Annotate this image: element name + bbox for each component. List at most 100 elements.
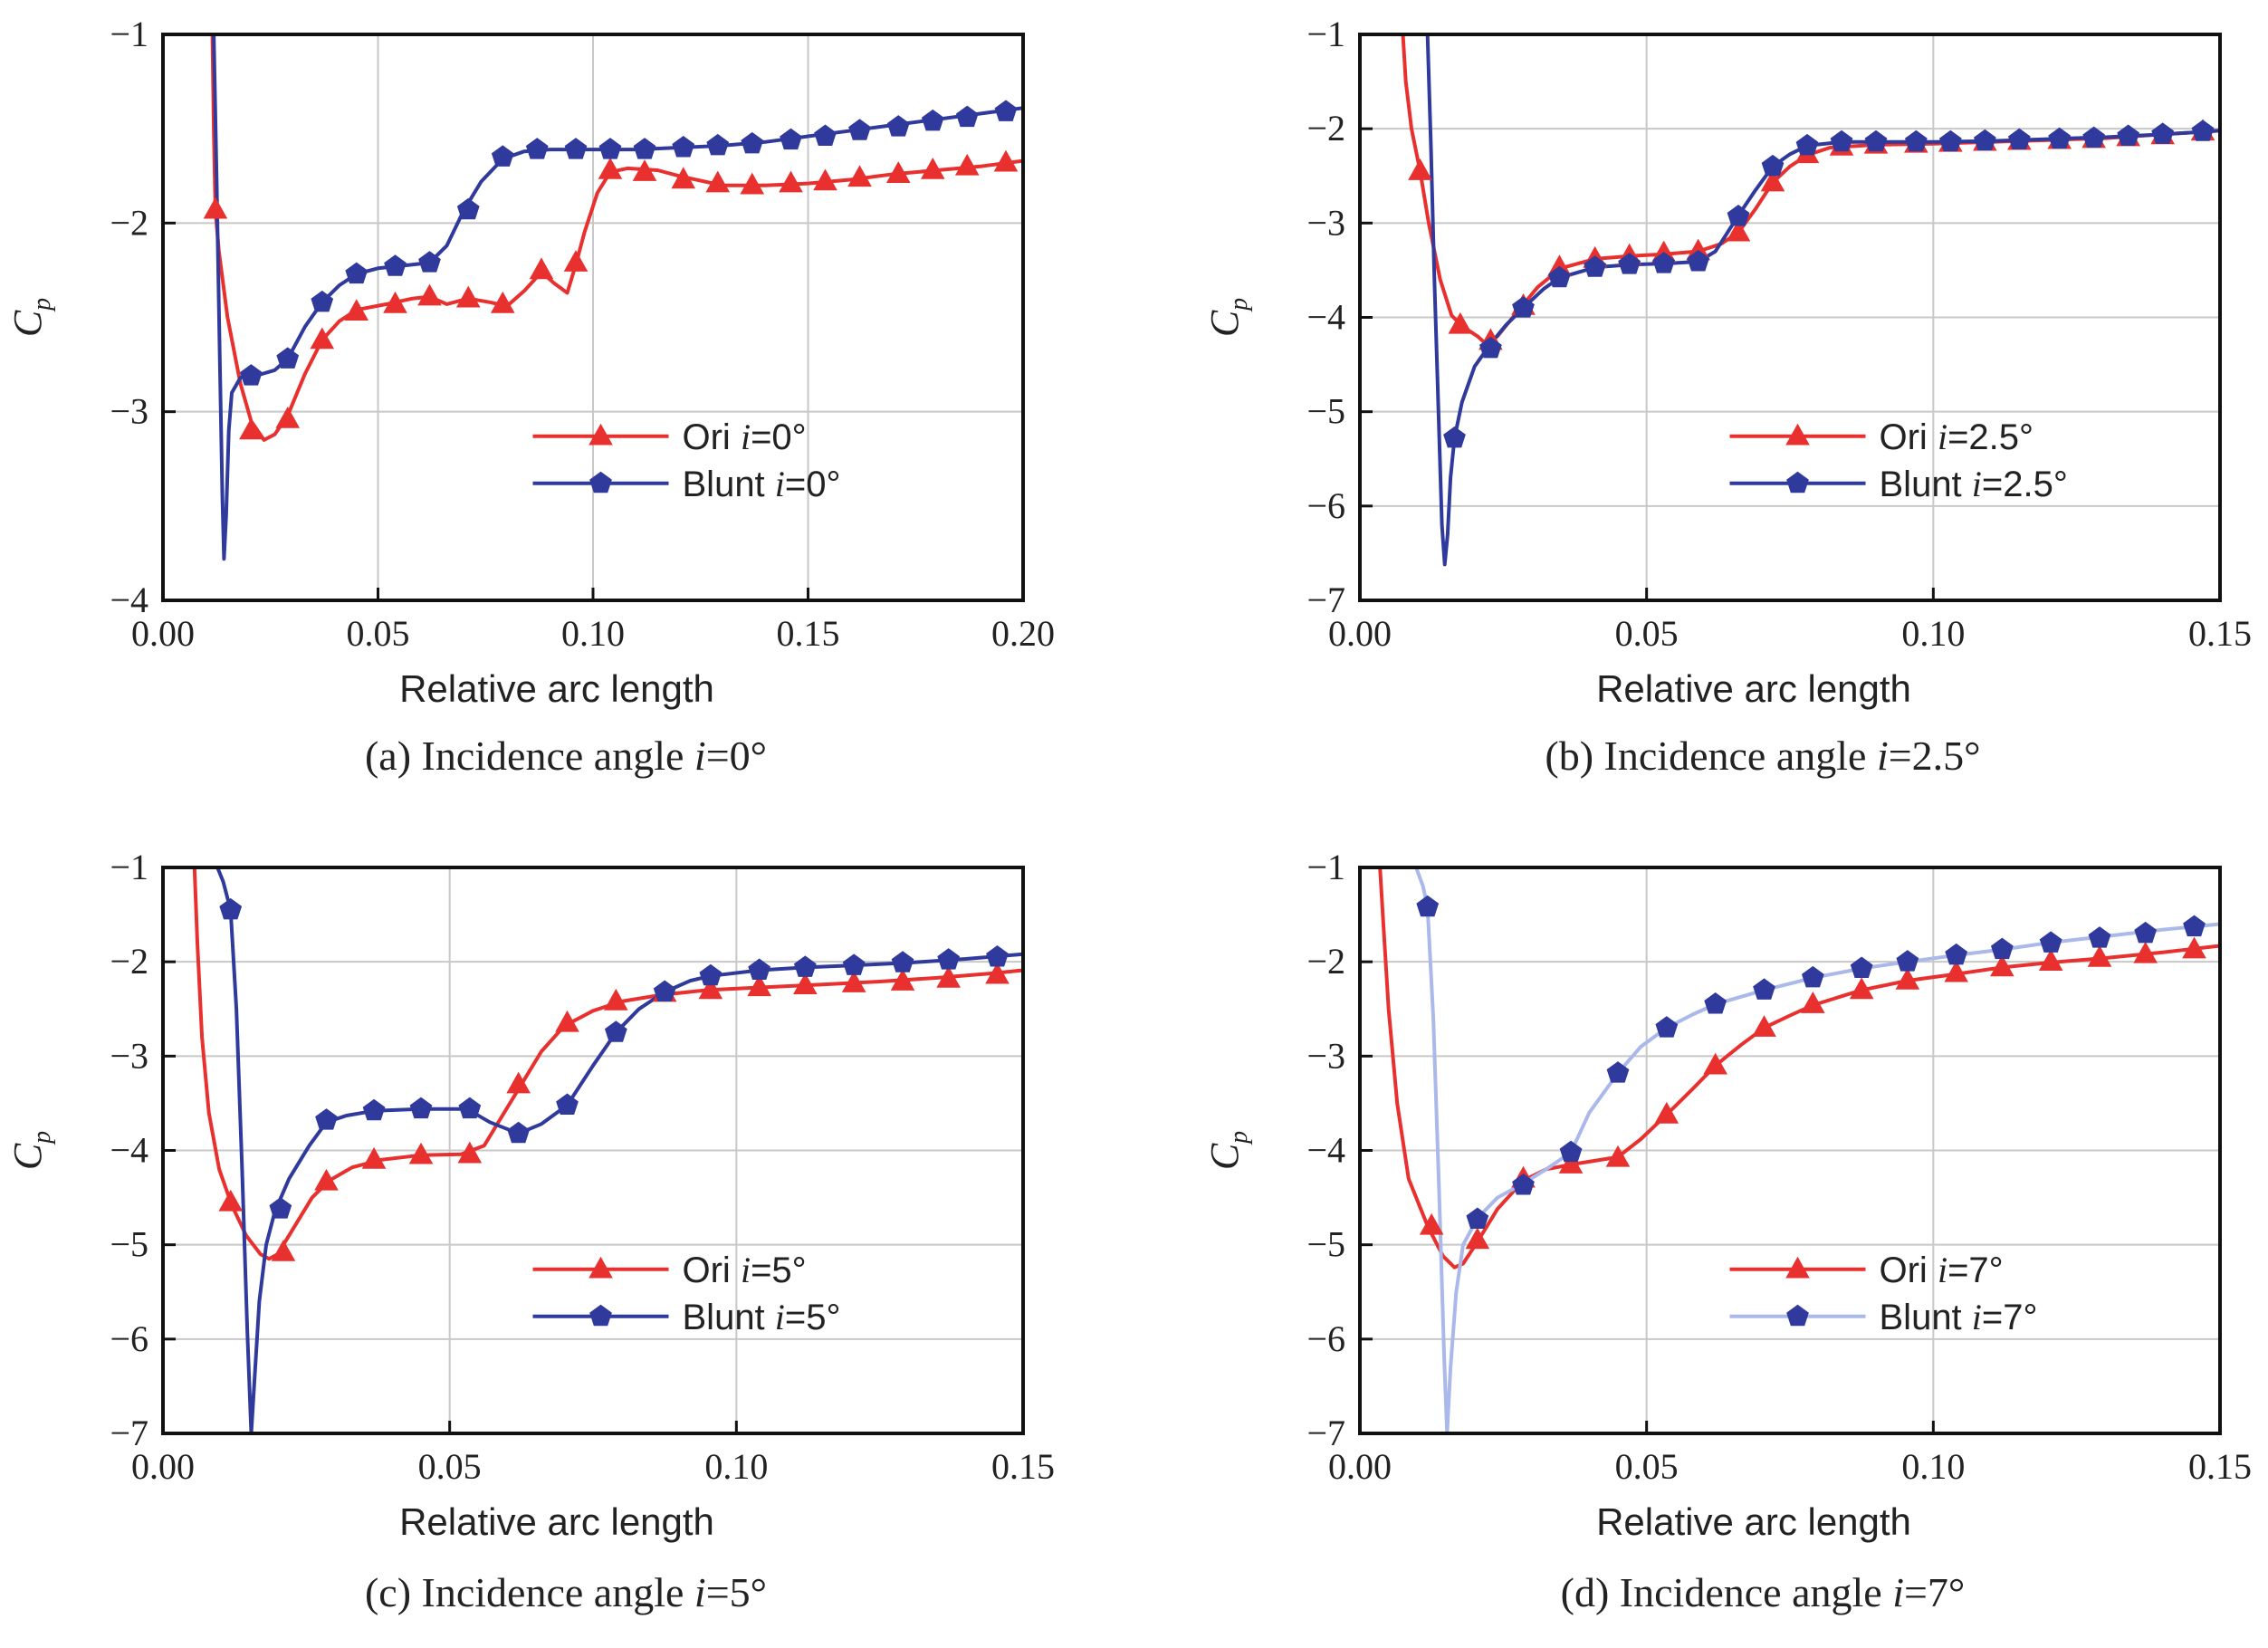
caption: (c) Incidence angle i=5° bbox=[0, 1568, 1132, 1616]
series-line bbox=[192, 867, 1023, 1261]
y-tick-label: −7 bbox=[1306, 1413, 1345, 1453]
data-point-pentagon bbox=[1466, 1207, 1489, 1230]
data-point-triangle bbox=[1465, 1227, 1490, 1250]
legend-label-prefix: Blunt bbox=[683, 465, 775, 504]
data-point-triangle bbox=[813, 168, 837, 191]
data-point-triangle bbox=[793, 973, 818, 995]
plot-area bbox=[1401, 34, 2220, 567]
data-point-triangle bbox=[2087, 945, 2112, 967]
data-point-pentagon bbox=[458, 1097, 482, 1119]
x-tick-label: 0.10 bbox=[561, 613, 625, 654]
legend-label-var: i bbox=[1938, 1250, 1947, 1290]
data-point-pentagon bbox=[1512, 1174, 1535, 1195]
data-point-pentagon bbox=[1864, 129, 1888, 152]
legend: Ori i=5° Blunt i=5° bbox=[532, 1250, 841, 1337]
data-point-pentagon bbox=[848, 119, 871, 140]
data-point-triangle bbox=[747, 974, 771, 997]
data-point-triangle bbox=[1990, 954, 2014, 977]
legend-marker bbox=[1786, 1304, 1809, 1327]
legend-marker bbox=[1786, 471, 1809, 493]
data-point-pentagon bbox=[1850, 956, 1873, 978]
data-point-pentagon bbox=[598, 138, 622, 159]
data-point-pentagon bbox=[748, 958, 771, 981]
y-tick-label: −3 bbox=[110, 391, 148, 432]
data-point-triangle bbox=[1419, 1212, 1444, 1235]
legend-label-suffix: =0° bbox=[751, 417, 807, 457]
data-point-pentagon bbox=[2117, 124, 2140, 147]
legend-label-suffix: =0° bbox=[785, 465, 841, 504]
legend-marker bbox=[589, 471, 612, 493]
chart-svg: 0.00 0.05 0.10 0.15 −1 −2 −3 −4 −5 −6 −7 Relative a… bbox=[1202, 847, 2252, 1543]
data-point-pentagon bbox=[2082, 126, 2106, 149]
legend-label-suffix: =7° bbox=[1947, 1250, 2004, 1290]
legend-label: Blunt i=5° bbox=[683, 1297, 841, 1337]
grid bbox=[1360, 34, 2220, 600]
data-point-triangle bbox=[1944, 960, 1968, 982]
data-point-pentagon bbox=[1512, 296, 1535, 318]
y-tick-label: −7 bbox=[1306, 580, 1345, 620]
data-point-pentagon bbox=[921, 109, 944, 131]
data-point-pentagon bbox=[1896, 950, 1919, 972]
data-point-pentagon bbox=[1443, 426, 1466, 448]
data-point-triangle bbox=[506, 1071, 531, 1094]
y-tick-label: −1 bbox=[1306, 847, 1345, 887]
legend-label-prefix: Ori bbox=[683, 417, 741, 457]
legend-label-prefix: Ori bbox=[683, 1250, 741, 1290]
data-point-triangle bbox=[361, 1146, 387, 1169]
chart-svg: 0.00 0.05 0.10 0.15 −1 −2 −3 −4 −5 −6 −7 Relative a… bbox=[1202, 14, 2252, 710]
legend-marker bbox=[589, 1256, 613, 1279]
data-point-triangle bbox=[2182, 936, 2206, 959]
legend-label-var: i bbox=[1972, 1297, 1982, 1337]
x-tick-label: 0.05 bbox=[347, 613, 410, 654]
data-point-pentagon bbox=[1548, 265, 1571, 288]
grid bbox=[163, 867, 1023, 1433]
x-axis-title: Relative arc length bbox=[1596, 1500, 1911, 1543]
data-point-triangle bbox=[920, 158, 945, 179]
data-point-pentagon bbox=[1753, 978, 1775, 1000]
series-line bbox=[1378, 867, 2220, 1270]
data-point-pentagon bbox=[1559, 1140, 1583, 1163]
caption-var: i bbox=[694, 733, 706, 779]
panel-d: 0.00 0.05 0.10 0.15 −1 −2 −3 −4 −5 −6 −7 Relative a… bbox=[1197, 833, 2268, 1648]
y-tick-label: −6 bbox=[1306, 485, 1345, 526]
caption: (a) Incidence angle i=0° bbox=[0, 732, 1132, 780]
legend-marker bbox=[589, 1304, 612, 1327]
data-point-triangle bbox=[671, 167, 696, 189]
data-point-triangle bbox=[740, 172, 765, 195]
x-axis-title: Relative arc length bbox=[399, 1500, 714, 1543]
data-point-pentagon bbox=[345, 262, 368, 284]
data-point-pentagon bbox=[1727, 205, 1750, 226]
data-point-triangle bbox=[954, 153, 980, 176]
x-tick-label: 0.15 bbox=[991, 1446, 1055, 1487]
data-point-triangle bbox=[2038, 949, 2063, 971]
data-point-triangle bbox=[239, 417, 263, 440]
legend-label: Ori i=5° bbox=[683, 1250, 807, 1290]
data-point-pentagon bbox=[276, 347, 300, 369]
caption-suffix: =2.5° bbox=[1888, 733, 1981, 779]
data-point-triangle bbox=[1752, 1015, 1776, 1037]
y-tick-label: −4 bbox=[1306, 297, 1345, 338]
data-point-triangle bbox=[1849, 977, 1874, 1000]
legend-label-suffix: =5° bbox=[751, 1250, 807, 1290]
data-point-pentagon bbox=[1584, 255, 1607, 277]
x-tick-label: 0.05 bbox=[418, 1446, 482, 1487]
x-tick-label: 0.20 bbox=[991, 613, 1055, 654]
data-point-pentagon bbox=[311, 290, 334, 312]
data-point-pentagon bbox=[955, 105, 979, 128]
data-point-pentagon bbox=[269, 1197, 292, 1219]
legend-label-var: i bbox=[1972, 464, 1982, 504]
data-point-pentagon bbox=[1655, 1016, 1679, 1038]
legend-label-var: i bbox=[741, 1250, 751, 1290]
y-tick-label: −2 bbox=[110, 941, 148, 982]
data-point-triangle bbox=[936, 965, 961, 988]
data-point-pentagon bbox=[1801, 965, 1824, 988]
y-tick-label: −4 bbox=[1306, 1130, 1345, 1171]
y-tick-label: −4 bbox=[110, 580, 148, 620]
data-point-pentagon bbox=[2088, 926, 2111, 948]
plot-area bbox=[1378, 867, 2220, 1433]
data-point-pentagon bbox=[2151, 122, 2175, 144]
y-tick-label: −1 bbox=[110, 847, 148, 887]
data-point-triangle bbox=[314, 1168, 339, 1191]
data-point-pentagon bbox=[456, 197, 480, 220]
